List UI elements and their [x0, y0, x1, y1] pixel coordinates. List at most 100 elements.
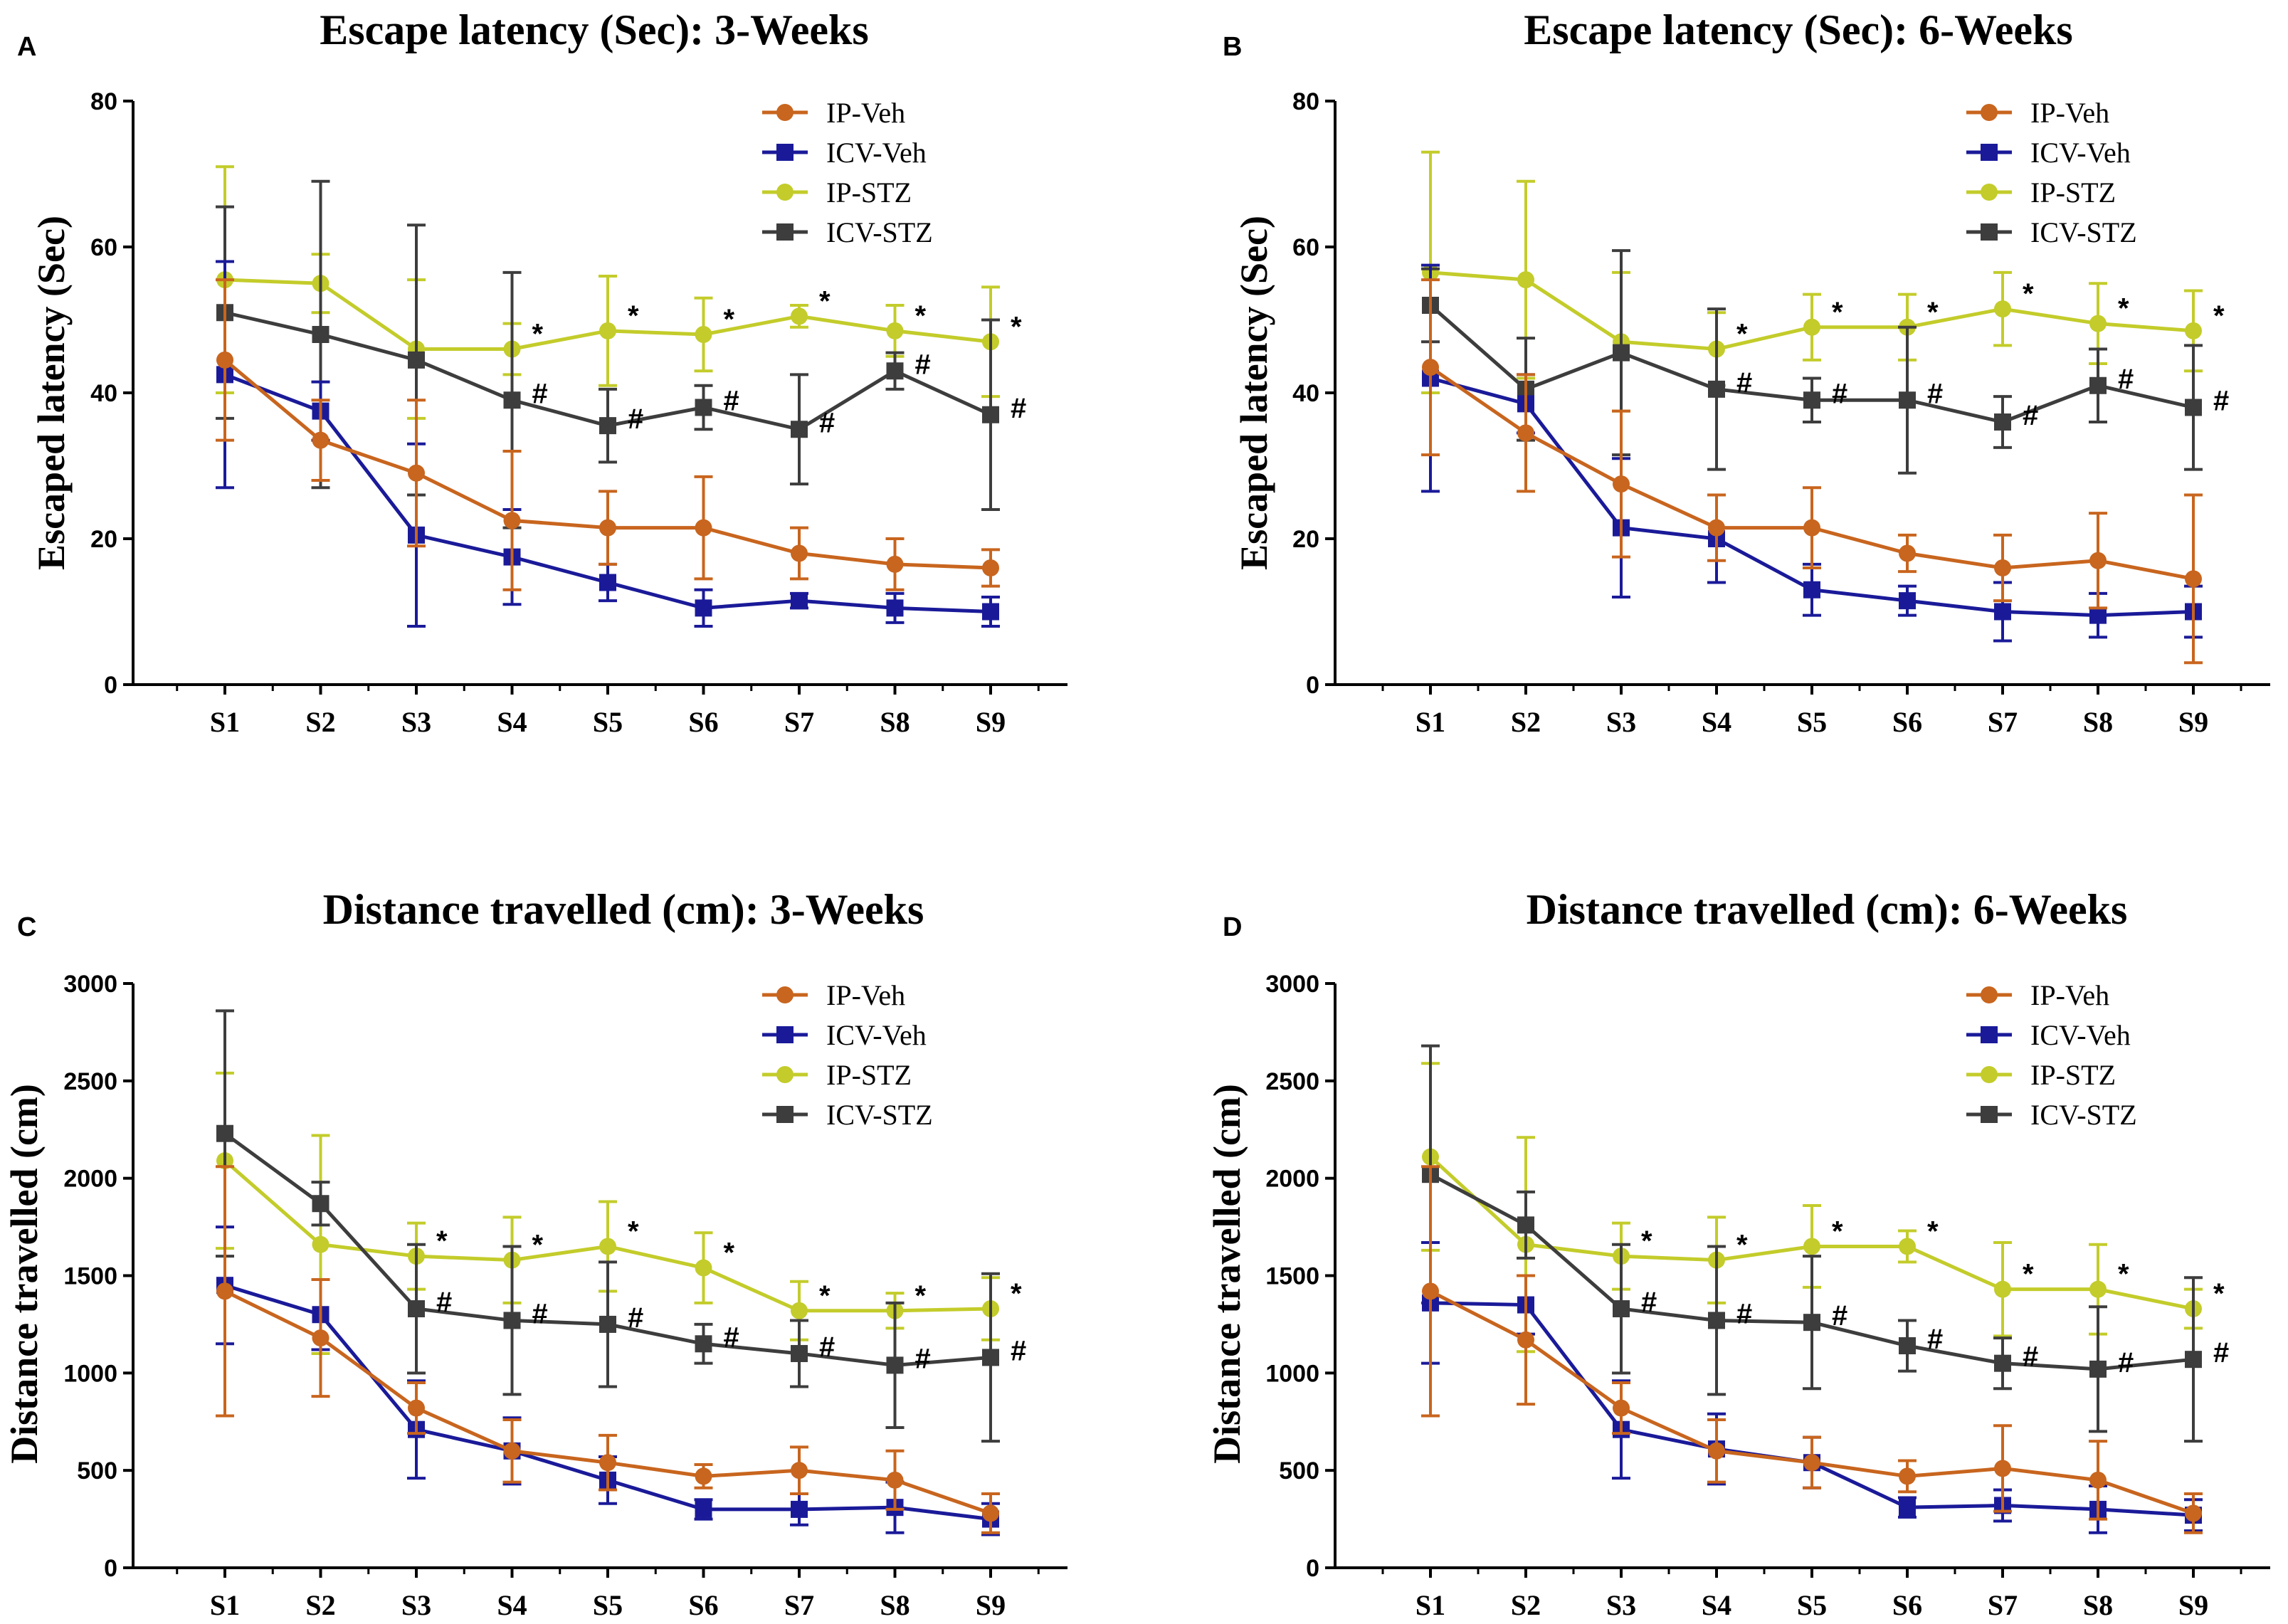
panel-letter: B: [1223, 32, 1242, 62]
legend-label: ICV-Veh: [826, 137, 927, 169]
data-point: [1803, 581, 1820, 599]
y-tick-label: 2000: [1265, 1166, 1319, 1193]
chart-title: Distance travelled (cm): 6-Weeks: [1527, 886, 2128, 933]
significance-star: *: [1011, 1278, 1022, 1309]
data-point: [1899, 1467, 1916, 1485]
x-tick-label: S3: [401, 1589, 431, 1621]
data-point: [599, 1315, 616, 1333]
legend-label: IP-Veh: [2030, 979, 2109, 1011]
series-ip-veh: [1421, 1165, 2203, 1534]
significance-star: *: [915, 1280, 927, 1312]
data-point: [312, 431, 330, 449]
legend-marker: [1981, 1066, 1998, 1083]
legend-item: ICV-Veh: [762, 1019, 927, 1051]
significance-star: *: [724, 1238, 735, 1269]
legend-item: IP-STZ: [762, 1059, 912, 1091]
chart-title: Escape latency (Sec): 3-Weeks: [320, 6, 869, 53]
legend-item: IP-Veh: [762, 979, 905, 1011]
data-point: [312, 326, 330, 343]
series-icv-stz: [216, 179, 1000, 529]
legend-label: IP-STZ: [2030, 1059, 2116, 1091]
x-tick-label: S4: [497, 1589, 527, 1621]
data-point: [1803, 1238, 1820, 1255]
data-point: [791, 1500, 808, 1518]
y-tick-label: 40: [90, 380, 117, 407]
legend-marker: [776, 104, 794, 121]
x-tick-label: S4: [1702, 1589, 1731, 1621]
significance-hash: #: [819, 1332, 835, 1363]
legend-marker: [776, 986, 794, 1003]
data-point: [2185, 399, 2202, 416]
legend-item: ICV-STZ: [1966, 216, 2137, 248]
data-point: [791, 592, 808, 610]
significance-star: *: [2023, 278, 2034, 310]
legend-item: ICV-Veh: [762, 137, 927, 169]
significance-hash: #: [2213, 386, 2229, 417]
data-point: [1613, 1399, 1630, 1417]
y-tick-label: 1500: [1265, 1263, 1319, 1290]
legend-marker: [1981, 184, 1998, 201]
series-ip-veh: [1421, 278, 2203, 665]
data-point: [1994, 1354, 2011, 1372]
x-tick-label: S3: [1606, 1589, 1636, 1621]
legend-marker: [776, 144, 794, 161]
y-axis-label: Escaped latency (Sec): [30, 216, 73, 570]
series-ip-veh: [216, 278, 1000, 591]
data-point: [982, 1504, 999, 1522]
data-point: [695, 519, 712, 537]
y-axis-label: Distance travelled (cm): [3, 1084, 46, 1464]
x-tick-label: S3: [401, 706, 431, 738]
legend-marker: [1981, 104, 1998, 121]
data-point: [2185, 1351, 2202, 1369]
legend-label: IP-Veh: [826, 97, 905, 129]
data-point: [1708, 519, 1725, 537]
data-point: [791, 1302, 808, 1319]
data-point: [216, 351, 233, 369]
x-tick-label: S4: [497, 706, 527, 738]
data-point: [599, 519, 616, 537]
y-tick-label: 3000: [63, 971, 117, 998]
x-tick-label: S9: [2178, 706, 2208, 738]
data-point: [1899, 1499, 1916, 1517]
data-point: [982, 1349, 999, 1366]
y-tick-label: 0: [1306, 672, 1319, 699]
y-tick-label: 40: [1292, 380, 1319, 407]
significance-hash: #: [1011, 1335, 1026, 1366]
data-point: [2089, 1360, 2107, 1378]
x-tick-label: S8: [2083, 706, 2113, 738]
series-icv-veh: [1421, 263, 2203, 643]
legend-item: ICV-STZ: [762, 216, 933, 248]
legend-item: ICV-STZ: [1966, 1099, 2137, 1131]
legend-label: ICV-STZ: [2030, 216, 2137, 248]
data-point: [1708, 380, 1725, 398]
legend-label: ICV-Veh: [2030, 1019, 2131, 1051]
data-point: [1994, 1460, 2011, 1477]
data-point: [695, 1259, 712, 1277]
data-point: [1994, 300, 2011, 318]
data-point: [1708, 1442, 1725, 1460]
data-point: [1899, 1337, 1916, 1355]
x-tick-label: S6: [1892, 1589, 1922, 1621]
legend-item: IP-Veh: [1966, 979, 2109, 1011]
significance-hash: #: [532, 1298, 548, 1329]
data-point: [982, 559, 999, 576]
significance-hash: #: [1736, 1298, 1752, 1329]
data-point: [599, 1238, 616, 1255]
legend-item: IP-Veh: [1966, 97, 2109, 129]
chart-panel-b: B Escape latency (Sec): 6-Weeks Escaped la…: [1223, 6, 2270, 738]
data-point: [312, 1329, 330, 1347]
data-point: [695, 1335, 712, 1353]
data-point: [886, 1356, 904, 1374]
legend-item: ICV-STZ: [762, 1099, 933, 1131]
data-point: [1803, 318, 1820, 336]
data-point: [1613, 344, 1630, 362]
significance-star: *: [436, 1225, 448, 1257]
legend-label: IP-STZ: [826, 1059, 912, 1091]
data-point: [1899, 592, 1916, 610]
data-point: [503, 1312, 521, 1329]
significance-hash: #: [436, 1287, 452, 1318]
data-point: [1994, 1280, 2011, 1298]
x-tick-label: S4: [1702, 706, 1731, 738]
chart-title: Escape latency (Sec): 6-Weeks: [1524, 6, 2073, 53]
